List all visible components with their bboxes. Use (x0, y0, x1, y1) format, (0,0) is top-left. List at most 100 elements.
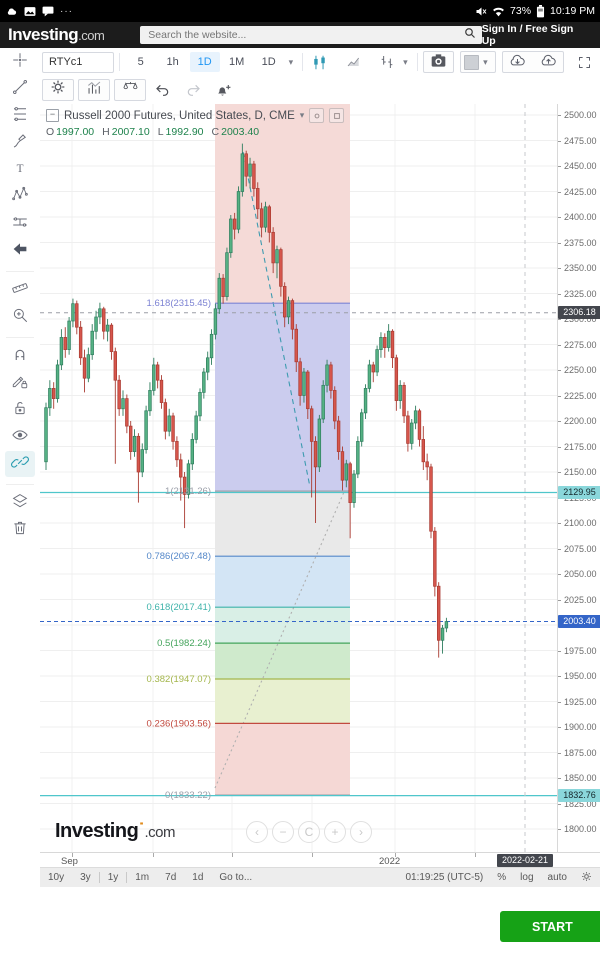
tool-remove-all[interactable] (5, 517, 35, 543)
range-button-10y[interactable]: 10y (48, 872, 65, 883)
investing-logo[interactable]: Investing.com (8, 25, 105, 44)
legend-collapse-icon[interactable]: − (46, 109, 59, 122)
tool-zoom-in[interactable] (5, 304, 35, 330)
axis-tick (558, 753, 561, 754)
price-label: 2275.00 (564, 340, 597, 350)
range-button-1d[interactable]: 1d (192, 872, 204, 883)
compare-button[interactable] (114, 78, 146, 101)
crosshair-icon (11, 51, 29, 74)
search-icon[interactable] (464, 26, 476, 44)
tool-xabcd-pattern[interactable] (5, 184, 35, 210)
symbol-input[interactable]: RTYc1 (42, 51, 114, 73)
chart-settings-button[interactable] (42, 78, 74, 101)
chart-type-bars-button[interactable] (375, 52, 399, 72)
indicators-icon (86, 80, 103, 100)
chart-zoom-in-button[interactable]: + (324, 821, 346, 843)
tool-lock-all[interactable] (5, 397, 35, 423)
interval-button-5-0[interactable]: 5 (137, 56, 144, 68)
chart-zoom-out-button[interactable]: − (272, 821, 294, 843)
cloud-download-icon[interactable] (508, 53, 527, 71)
tool-long-position[interactable] (5, 211, 35, 237)
goto-button[interactable]: Go to... (219, 872, 253, 883)
price-label: 2175.00 (564, 442, 597, 452)
axis-tick (558, 345, 561, 346)
legend-caret-icon[interactable]: ▾ (299, 110, 305, 120)
range-button-7d[interactable]: 7d (165, 872, 177, 883)
range-button-1m[interactable]: 1m (135, 872, 150, 883)
candlestick-chart[interactable]: 1.618(2315.45) 1(2131.26) 0.786(2067.48) 0.… (40, 104, 557, 852)
tool-crosshair[interactable] (5, 49, 35, 75)
search-input[interactable] (146, 28, 464, 42)
tool-text[interactable]: T (5, 157, 35, 183)
signin-link[interactable]: Sign In / Free Sign Up (481, 23, 574, 47)
axis-tick (558, 268, 561, 269)
tool-arrow[interactable] (5, 238, 35, 264)
interval-button-1h-1[interactable]: 1h (166, 56, 179, 68)
site-search[interactable] (140, 26, 482, 44)
axis-tick (475, 853, 476, 857)
tool-drawing-mode[interactable] (5, 370, 35, 396)
price-label: 2100.00 (564, 518, 597, 528)
fib-band (215, 679, 350, 724)
interval-button-1d-4[interactable]: 1D (261, 56, 276, 68)
drawing-tools-sidebar: T (0, 48, 40, 548)
time-axis[interactable]: Sep 2022 2022-02-21 (40, 852, 600, 868)
background-style-button[interactable]: ▾ (459, 51, 497, 73)
interval-more-caret-icon[interactable]: ▾ (288, 56, 294, 67)
axis-tick (558, 651, 561, 652)
time-label: Sep (61, 856, 78, 867)
price-label: 1925.00 (564, 697, 597, 707)
cloud-upload-icon[interactable] (539, 53, 558, 71)
fib-label: 0.786(2067.48) (147, 551, 211, 562)
percent-scale-button[interactable]: % (497, 872, 507, 883)
axis-tick (153, 853, 154, 857)
tool-hide-all[interactable] (5, 424, 35, 450)
axis-tick (558, 141, 561, 142)
price-label: 2325.00 (564, 289, 597, 299)
tool-measure[interactable] (5, 277, 35, 303)
tool-magnet[interactable] (5, 343, 35, 369)
auto-scale-button[interactable]: auto (547, 872, 567, 883)
ohlc-o: O 1997.00 (46, 126, 95, 138)
price-axis[interactable]: 2500.00 2475.00 2450.00 2425.00 2400.00 2375.… (557, 104, 600, 852)
status-time: 10:19 PM (550, 5, 595, 17)
chart-type-area-button[interactable] (342, 52, 366, 72)
interval-button-1m-3[interactable]: 1M (228, 56, 245, 68)
start-button[interactable]: START (500, 911, 600, 942)
chart-pan-right-button[interactable]: › (350, 821, 372, 843)
range-button-3y[interactable]: 3y (80, 872, 91, 883)
axis-tick (558, 676, 561, 677)
axis-settings-gear-icon[interactable] (581, 871, 592, 885)
tool-layers[interactable] (5, 490, 35, 516)
chart-type-caret-icon[interactable]: ▾ (403, 56, 408, 67)
tool-brush[interactable] (5, 130, 35, 156)
remove-all-icon (11, 519, 29, 542)
chart-pan-left-button[interactable]: ‹ (246, 821, 268, 843)
line-price-badge: 2129.95 (558, 486, 600, 499)
last-price-badge: 2003.40 (558, 615, 600, 628)
interval-button-1d-2[interactable]: 1D (189, 52, 220, 72)
chart-type-candles-button[interactable] (308, 52, 332, 72)
divider (6, 331, 34, 338)
indicators-button[interactable] (78, 78, 110, 101)
fullscreen-button[interactable] (572, 52, 596, 72)
screenshot-button[interactable] (422, 51, 454, 73)
add-alert-button[interactable] (210, 80, 236, 100)
legend-settings-icon[interactable] (329, 108, 345, 123)
tool-trend-line[interactable] (5, 76, 35, 102)
legend-eye-icon[interactable] (309, 108, 325, 123)
tool-fib-retracement[interactable] (5, 103, 35, 129)
price-label: 2075.00 (564, 544, 597, 554)
more-notifications: ··· (60, 5, 73, 17)
swatch-icon (464, 54, 480, 70)
undo-button[interactable] (150, 80, 176, 100)
range-button-1y[interactable]: 1y (107, 872, 119, 883)
instrument-title[interactable]: Russell 2000 Futures, United States, D, … (64, 109, 295, 122)
fib-band (215, 303, 350, 492)
chart-reset-button[interactable]: C (298, 821, 320, 843)
log-scale-button[interactable]: log (520, 872, 534, 883)
tool-link-charts[interactable] (5, 451, 35, 477)
price-label: 1900.00 (564, 722, 597, 732)
redo-button[interactable] (180, 80, 206, 100)
chart-plot-area[interactable]: 1.618(2315.45) 1(2131.26) 0.786(2067.48) 0.… (40, 104, 557, 852)
